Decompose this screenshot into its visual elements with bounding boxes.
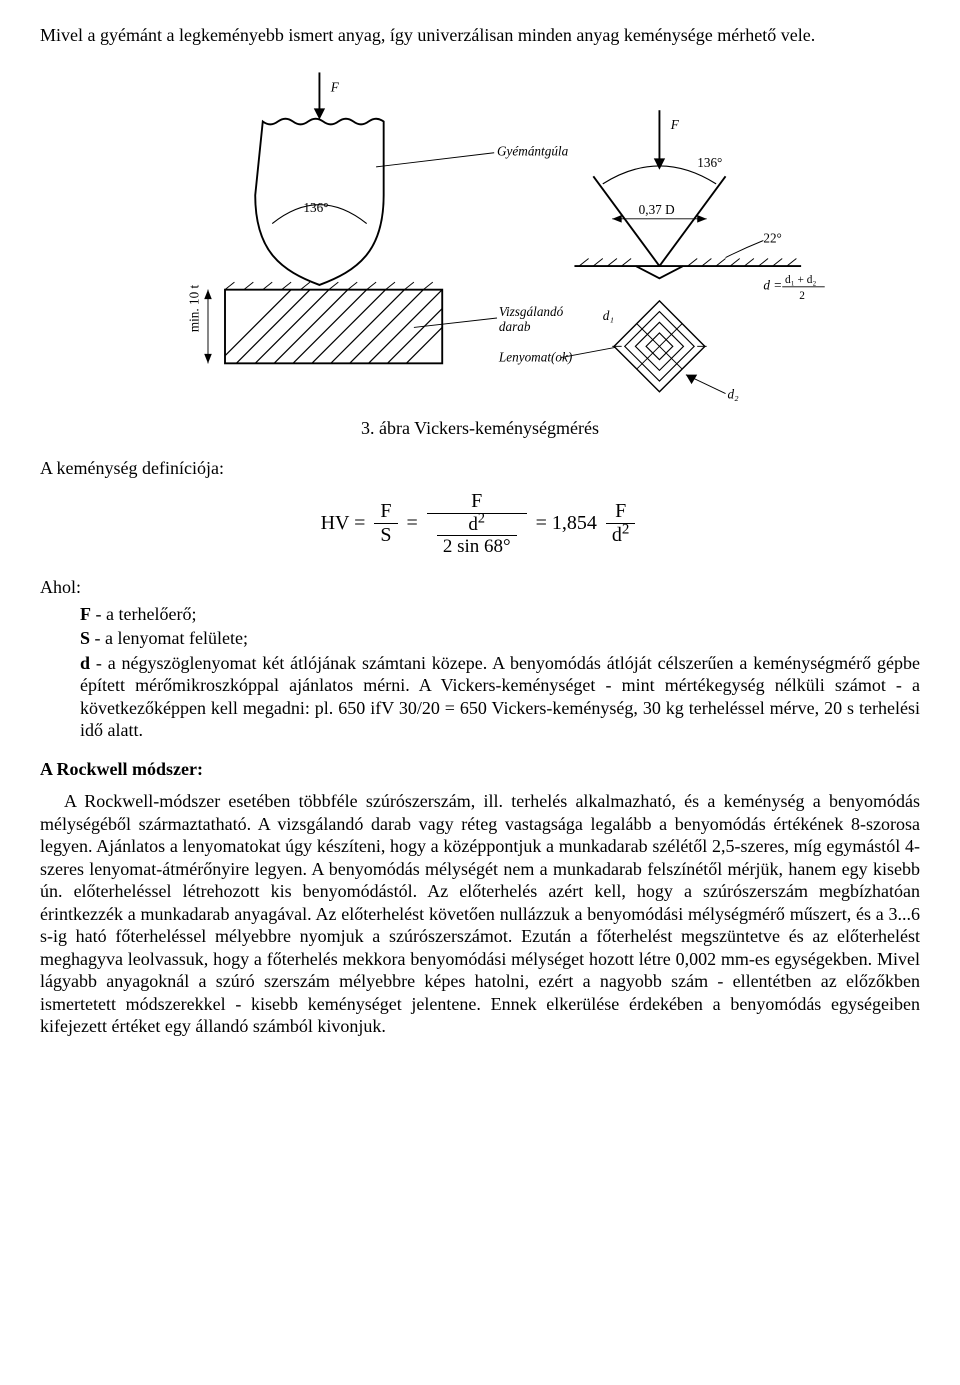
where-label: Ahol: [40, 576, 920, 599]
frac-F-over-d2: F d2 [606, 500, 636, 547]
sin-term: 2 sin 68° [437, 536, 517, 558]
where-line-1: F - a terhelőerő; [80, 603, 920, 626]
frac-num-F3: F [606, 500, 636, 524]
label-F-left: F [330, 79, 340, 94]
label-22: 22° [763, 230, 782, 245]
formula-eq2: = [407, 511, 418, 533]
formula-hv: HV [321, 511, 350, 533]
where-b3: d [80, 653, 90, 673]
label-lenyomat: Lenyomat(ok) [498, 349, 572, 364]
rockwell-heading: A Rockwell módszer: [40, 758, 920, 781]
definition-heading: A keménység definíciója: [40, 457, 920, 480]
label-d2: d₂ [727, 386, 739, 401]
d-sym-2: d [612, 524, 622, 546]
where-line-3: d - a négyszöglenyomat két átlójának szá… [80, 652, 920, 742]
label-037D: 0,37 D [639, 202, 675, 217]
label-darab: darab [499, 319, 531, 334]
where-t2: - a lenyomat felülete; [90, 628, 248, 648]
label-vizsgalando: Vizsgálandó [499, 304, 564, 319]
d-sym-1: d [468, 514, 478, 535]
frac-F-over-d2sin: F d2 2 sin 68° [427, 490, 527, 559]
where-b1: F [80, 604, 91, 624]
hv-formula: HV = F S = F d2 2 sin 68° = 1,854 F d2 [40, 490, 920, 559]
label-d-eq: d = [763, 277, 782, 292]
where-b2: S [80, 628, 90, 648]
formula-eq1: = [354, 511, 365, 533]
where-t3: - a négyszöglenyomat két átlójának számt… [80, 653, 920, 741]
frac-num-F: F [374, 500, 397, 524]
figure-caption: 3. ábra Vickers-keménységmérés [40, 417, 920, 440]
rockwell-paragraph: A Rockwell-módszer esetében többféle szú… [40, 790, 920, 1038]
label-gyemantgula: Gyémántgúla [497, 143, 569, 158]
frac-num-F2: F [427, 490, 527, 514]
frac-den-d2: d2 [606, 524, 636, 547]
vickers-figure: F 136° Gyémántgúla [40, 63, 920, 403]
frac-den-d2sin: d2 2 sin 68° [427, 514, 527, 559]
intro-paragraph: Mivel a gyémánt a legkeményebb ismert an… [40, 24, 920, 47]
label-min10t: min. 10 t [187, 284, 202, 332]
label-136-left: 136° [303, 200, 328, 215]
where-line-2: S - a lenyomat felülete; [80, 627, 920, 650]
frac-F-over-S: F S [374, 500, 397, 547]
formula-eq3: = [536, 511, 547, 533]
where-list: F - a terhelőerő; S - a lenyomat felület… [80, 603, 920, 742]
label-d1: d₁ [603, 307, 614, 322]
where-t1: - a terhelőerő; [91, 604, 196, 624]
label-d-den: 2 [799, 290, 805, 302]
frac-den-S: S [374, 524, 397, 547]
label-F-right: F [670, 117, 680, 132]
label-136-right: 136° [697, 154, 722, 169]
label-d-num: d₁ + d₂ [785, 274, 816, 286]
vickers-diagram-svg: F 136° Gyémántgúla [120, 63, 840, 403]
formula-const: 1,854 [552, 511, 597, 533]
